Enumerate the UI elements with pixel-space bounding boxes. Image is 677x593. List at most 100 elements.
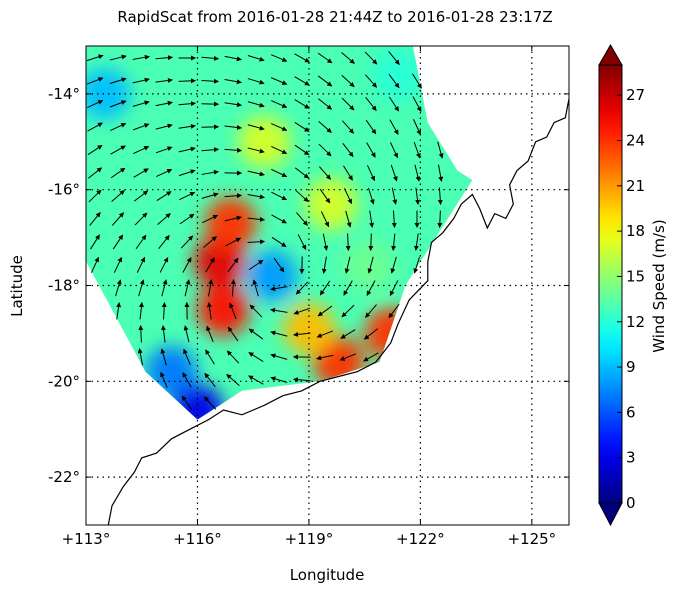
x-tick-label: +125° — [507, 530, 556, 548]
wind-arrow — [415, 187, 421, 205]
wind-arrow — [271, 100, 288, 108]
wind-arrow — [109, 77, 127, 84]
wind-arrow — [341, 74, 355, 88]
wind-arrow — [88, 189, 102, 203]
wind-arrow — [134, 212, 148, 226]
wind-arrow — [132, 100, 150, 107]
wind-arrow — [155, 77, 173, 83]
wind-arrow — [294, 121, 310, 133]
wind-arrow — [201, 192, 219, 199]
colorbar-tick-label: 27 — [626, 86, 645, 104]
wind-arrow — [368, 233, 374, 251]
wind-arrow — [133, 168, 149, 178]
y-axis-label: Latitude — [8, 255, 26, 317]
wind-arrow — [160, 371, 168, 389]
wind-arrow — [178, 146, 196, 153]
wind-arrow — [184, 279, 191, 297]
wind-arrow — [109, 100, 127, 108]
wind-arrow — [365, 97, 377, 112]
wind-arrow — [271, 146, 288, 154]
wind-arrow — [161, 279, 168, 297]
wind-arrow — [367, 187, 375, 205]
wind-arrow — [161, 325, 166, 343]
wind-arrow — [182, 257, 192, 273]
wind-arrow — [227, 326, 239, 342]
x-tick-label: +122° — [396, 530, 445, 548]
wind-arrow — [182, 372, 192, 388]
colorbar-fill — [599, 65, 622, 503]
y-tick-label: -20° — [48, 372, 80, 390]
wind-arrow — [317, 52, 333, 64]
wind-arrow — [270, 286, 288, 292]
wind-arrow — [158, 234, 170, 249]
wind-arrow — [111, 190, 125, 202]
wind-arrow — [319, 188, 331, 204]
wind-feature — [245, 249, 298, 302]
wind-arrow — [247, 170, 265, 177]
wind-arrow — [201, 78, 219, 84]
wind-arrow — [111, 212, 125, 226]
wind-arrow — [345, 233, 351, 251]
wind-arrow — [318, 121, 332, 133]
wind-arrow — [137, 348, 144, 366]
wind-arrow — [247, 78, 265, 85]
wind-arrow — [412, 73, 422, 89]
wind-arrow — [113, 256, 123, 273]
wind-arrow — [270, 307, 288, 313]
wind-arrow — [390, 142, 398, 159]
wind-arrow — [183, 348, 191, 366]
wind-arrow — [179, 213, 195, 225]
wind-arrow — [294, 99, 310, 109]
colorbar-extend-max — [598, 43, 623, 66]
wind-arrow — [110, 145, 126, 155]
wind-arrow — [138, 279, 145, 297]
wind-arrow — [183, 325, 190, 343]
wind-arrow — [90, 234, 100, 250]
wind-arrow — [247, 194, 265, 200]
wind-arrow — [86, 54, 104, 62]
wind-arrow — [224, 193, 242, 199]
colorbar-tick-label: 3 — [626, 449, 636, 467]
wind-arrow — [155, 123, 173, 130]
wind-arrow — [249, 304, 263, 318]
wind-arrow — [201, 147, 219, 153]
wind-arrow — [229, 302, 237, 320]
wind-arrow — [247, 101, 265, 108]
wind-arrow — [343, 280, 353, 296]
wind-arrow — [227, 257, 239, 273]
wind-arrow — [156, 168, 173, 178]
wind-arrow — [388, 96, 400, 112]
wind-arrow — [161, 302, 167, 320]
coastline — [107, 98, 569, 525]
wind-arrow — [204, 372, 216, 388]
wind-arrow — [203, 396, 217, 410]
wind-arrow — [391, 210, 397, 228]
wind-arrow — [252, 279, 259, 297]
wind-arrow — [226, 350, 240, 364]
wind-feature — [372, 48, 425, 101]
wind-arrow — [202, 214, 219, 224]
wind-arrow — [132, 123, 150, 131]
wind-feature — [204, 197, 257, 250]
wind-arrow — [366, 142, 376, 158]
wind-arrow — [389, 280, 399, 297]
wind-arrow — [437, 210, 443, 228]
wind-arrow — [367, 256, 374, 274]
wind-arrow — [87, 122, 103, 132]
wind-arrow — [318, 143, 332, 157]
wind-arrow — [247, 55, 265, 62]
wind-arrow — [133, 145, 150, 155]
colorbar-tick-label: 9 — [626, 358, 636, 376]
wind-arrow — [412, 96, 422, 112]
wind-arrow — [438, 164, 444, 182]
wind-arrow — [343, 188, 353, 205]
wind-arrow — [343, 165, 353, 181]
wind-arrow — [179, 191, 196, 201]
wind-arrow — [366, 165, 376, 182]
wind-arrow — [366, 280, 376, 296]
wind-arrow — [271, 236, 287, 248]
wind-arrow — [341, 304, 355, 318]
wind-arrow — [391, 233, 397, 251]
y-tick-label: -16° — [48, 181, 80, 199]
wind-arrow — [365, 304, 377, 318]
